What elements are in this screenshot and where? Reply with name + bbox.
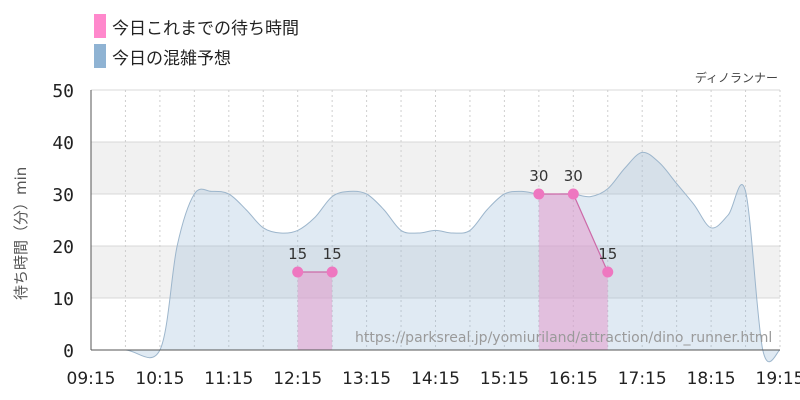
y-tick-label: 20: [52, 237, 74, 258]
legend-swatch-forecast: [94, 44, 106, 68]
x-tick-label: 17:15: [618, 369, 667, 389]
legend-item-actual: 今日これまでの待ち時間: [94, 14, 299, 39]
x-tick-label: 09:15: [67, 369, 116, 389]
source-url: https://parksreal.jp/yomiuriland/attract…: [355, 330, 773, 346]
x-tick-label: 11:15: [204, 369, 253, 389]
y-tick-label: 0: [63, 341, 74, 362]
legend-label-actual: 今日これまでの待ち時間: [112, 18, 299, 39]
y-tick-label: 30: [52, 185, 74, 206]
x-tick-label: 19:15: [756, 369, 800, 389]
actual-area-0: [297, 272, 333, 350]
forecast-line: [91, 151, 781, 363]
legend: 今日これまでの待ち時間 今日の混雑予想: [94, 14, 299, 74]
legend-item-forecast: 今日の混雑予想: [94, 44, 299, 69]
x-tick-label: 18:15: [687, 369, 736, 389]
legend-swatch-actual: [94, 14, 106, 38]
x-tick-label: 13:15: [342, 369, 391, 389]
x-tick-label: 12:15: [273, 369, 322, 389]
y-tick-label: 40: [52, 133, 74, 154]
actual-point: [567, 188, 579, 200]
data-label: 30: [564, 167, 583, 185]
y-tick-label: 10: [52, 289, 74, 310]
x-tick-label: 14:15: [411, 369, 460, 389]
x-tick-label: 10:15: [135, 369, 184, 389]
actual-point: [292, 266, 304, 278]
data-label: 15: [288, 245, 307, 263]
y-axis-label: 待ち時間（分）min: [12, 166, 30, 300]
x-tick-label: 15:15: [480, 369, 529, 389]
actual-area-1: [538, 194, 608, 350]
data-label: 15: [598, 245, 617, 263]
y-tick-label: 50: [52, 81, 74, 102]
actual-point: [602, 266, 614, 278]
x-tick-label: 16:15: [549, 369, 598, 389]
legend-label-forecast: 今日の混雑予想: [112, 48, 231, 69]
data-label: 15: [323, 245, 342, 263]
actual-point: [533, 188, 545, 200]
attraction-name: ディノランナー: [694, 71, 778, 85]
actual-point: [326, 266, 338, 278]
data-label: 30: [529, 167, 548, 185]
